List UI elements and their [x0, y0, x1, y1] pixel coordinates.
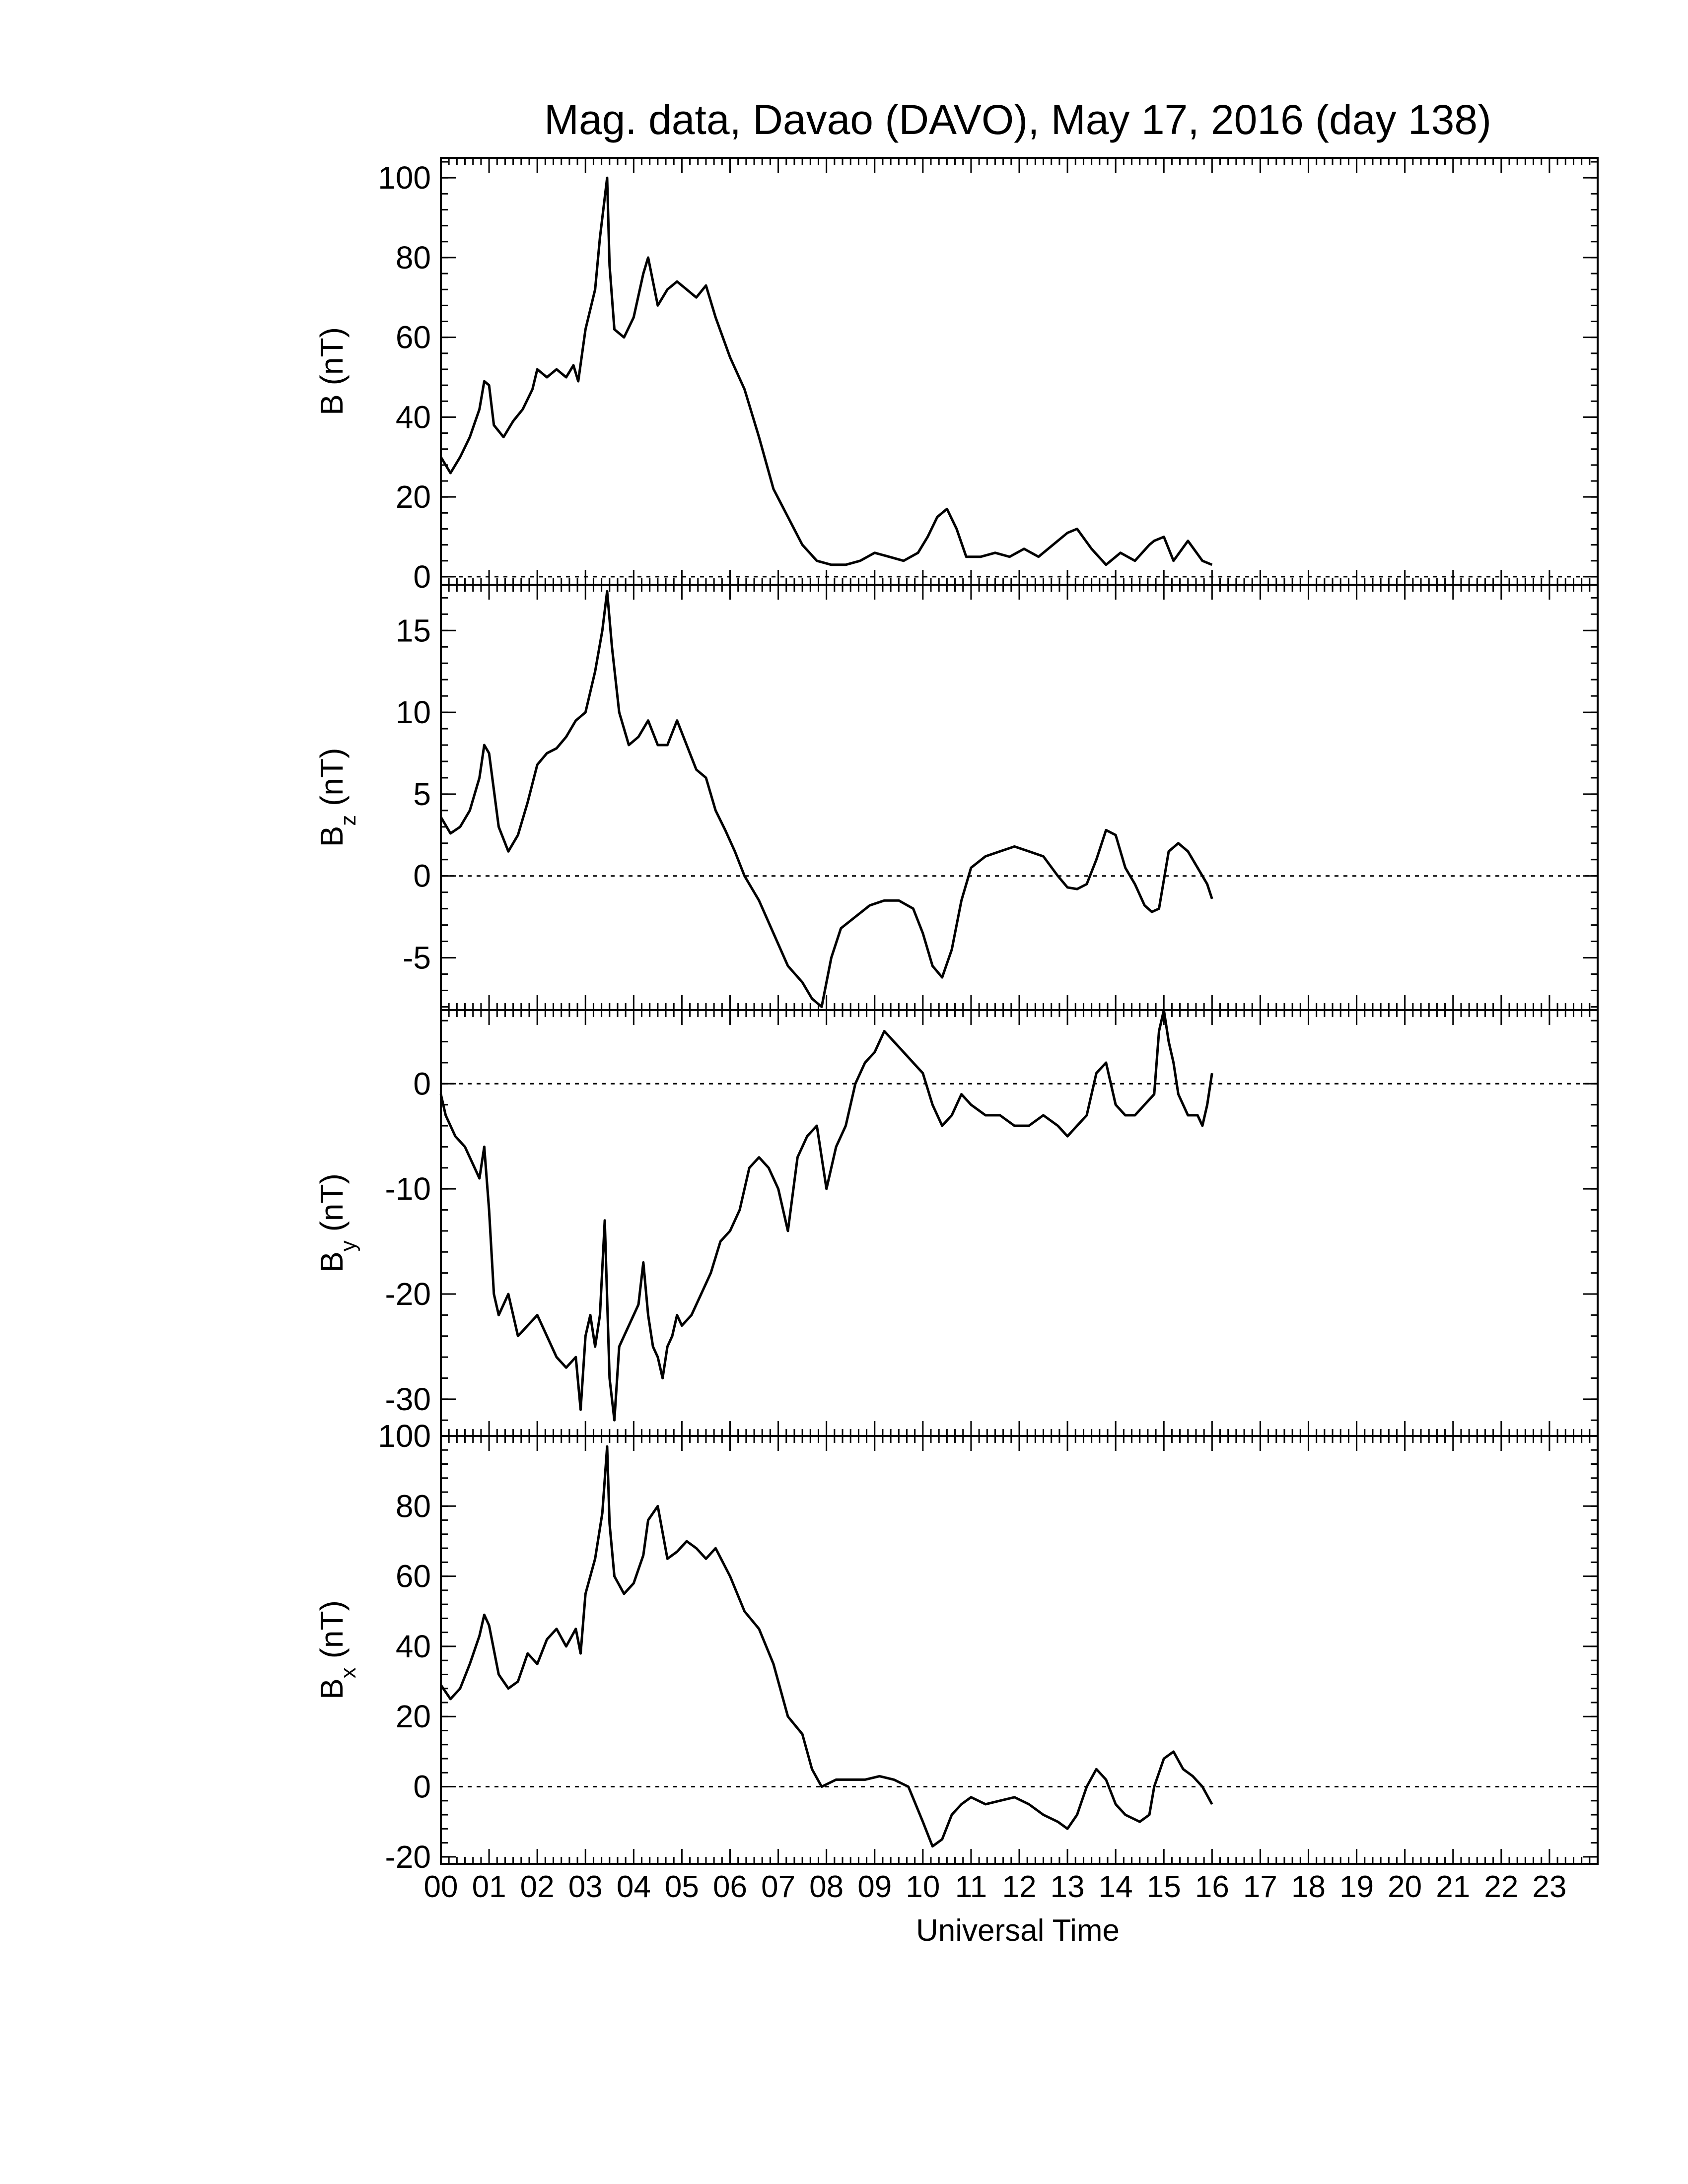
x-tick-label: 07: [761, 1870, 795, 1904]
panel-By: -30 -20 -10 0 By (nT): [314, 1009, 1599, 1437]
x-tick-label: 10: [906, 1870, 940, 1904]
x-tick-label: 21: [1436, 1870, 1470, 1904]
x-tick-label: 16: [1195, 1870, 1229, 1904]
series-line-Bz: [439, 590, 1213, 1008]
x-tick-label: 23: [1532, 1870, 1566, 1904]
x-axis: 00 01 02 03 04 05 06 07 08 09 10 11 12 13 14 15 16 17 18 19…: [424, 1870, 1567, 1904]
panel-B: 0 20 40 60 80 100 B (nT): [314, 157, 1599, 595]
x-axis-label: Universal Time: [916, 1913, 1120, 1948]
y-tick-label: -5: [403, 940, 431, 976]
x-tick-label: 09: [857, 1870, 892, 1904]
y-axis-label: By (nT): [314, 1173, 360, 1273]
y-tick-label: 60: [396, 320, 431, 355]
x-tick-label: 06: [713, 1870, 747, 1904]
x-tick-label: 18: [1291, 1870, 1326, 1904]
y-tick-label: -20: [385, 1839, 431, 1875]
y-tick-label: 40: [396, 1629, 431, 1664]
x-tick-label: 13: [1051, 1870, 1085, 1904]
x-tick-label: 12: [1002, 1870, 1037, 1904]
panel-Bz: -5 0 5 10 15 Bz (nT): [314, 584, 1599, 1011]
y-tick-label: 100: [378, 160, 431, 196]
panel-frame: [440, 157, 1599, 586]
y-tick-label: -20: [385, 1276, 431, 1312]
y-tick-label: -30: [385, 1381, 431, 1417]
x-tick-label: 00: [424, 1870, 458, 1904]
y-tick-label: 60: [396, 1559, 431, 1594]
y-tick-label: 5: [413, 776, 431, 812]
x-tick-label: 17: [1243, 1870, 1277, 1904]
x-tick-label: 04: [617, 1870, 651, 1904]
x-tick-label: 03: [568, 1870, 603, 1904]
y-axis-label: Bz (nT): [314, 748, 360, 847]
y-tick-label: 80: [396, 240, 431, 275]
y-tick-label: -10: [385, 1171, 431, 1207]
y-tick-label: 20: [396, 479, 431, 515]
x-tick-label: 05: [665, 1870, 699, 1904]
y-tick-label: 0: [413, 559, 431, 595]
y-tick-label: 0: [413, 1066, 431, 1101]
x-tick-label: 15: [1147, 1870, 1181, 1904]
x-tick-label: 14: [1099, 1870, 1133, 1904]
y-tick-label: 80: [396, 1488, 431, 1524]
y-tick-label: 20: [396, 1699, 431, 1734]
series-line-B: [439, 176, 1213, 566]
x-tick-label: 19: [1339, 1870, 1374, 1904]
y-tick-label: 100: [378, 1418, 431, 1454]
y-tick-label: 10: [396, 694, 431, 730]
x-tick-label: 11: [955, 1870, 987, 1904]
chart-title: Mag. data, Davao (DAVO), May 17, 2016 (d…: [544, 96, 1491, 143]
y-tick-label: 15: [396, 613, 431, 648]
y-axis-label: Bx (nT): [314, 1600, 360, 1700]
x-tick-label: 08: [809, 1870, 844, 1904]
series-line-Bx: [439, 1445, 1213, 1848]
x-tick-label: 01: [472, 1870, 506, 1904]
y-tick-label: 40: [396, 399, 431, 435]
series-line-By: [439, 1009, 1213, 1422]
x-tick-label: 20: [1388, 1870, 1422, 1904]
panel-Bx: -20 0 20 40 60 80 100 Bx (nT): [314, 1418, 1599, 1875]
x-tick-label: 22: [1484, 1870, 1518, 1904]
y-tick-label: 0: [413, 858, 431, 894]
x-tick-label: 02: [520, 1870, 555, 1904]
panel-frame: [440, 1009, 1599, 1437]
y-tick-label: 0: [413, 1769, 431, 1805]
panel-frame: [440, 584, 1599, 1011]
y-axis-label: B (nT): [314, 327, 350, 415]
